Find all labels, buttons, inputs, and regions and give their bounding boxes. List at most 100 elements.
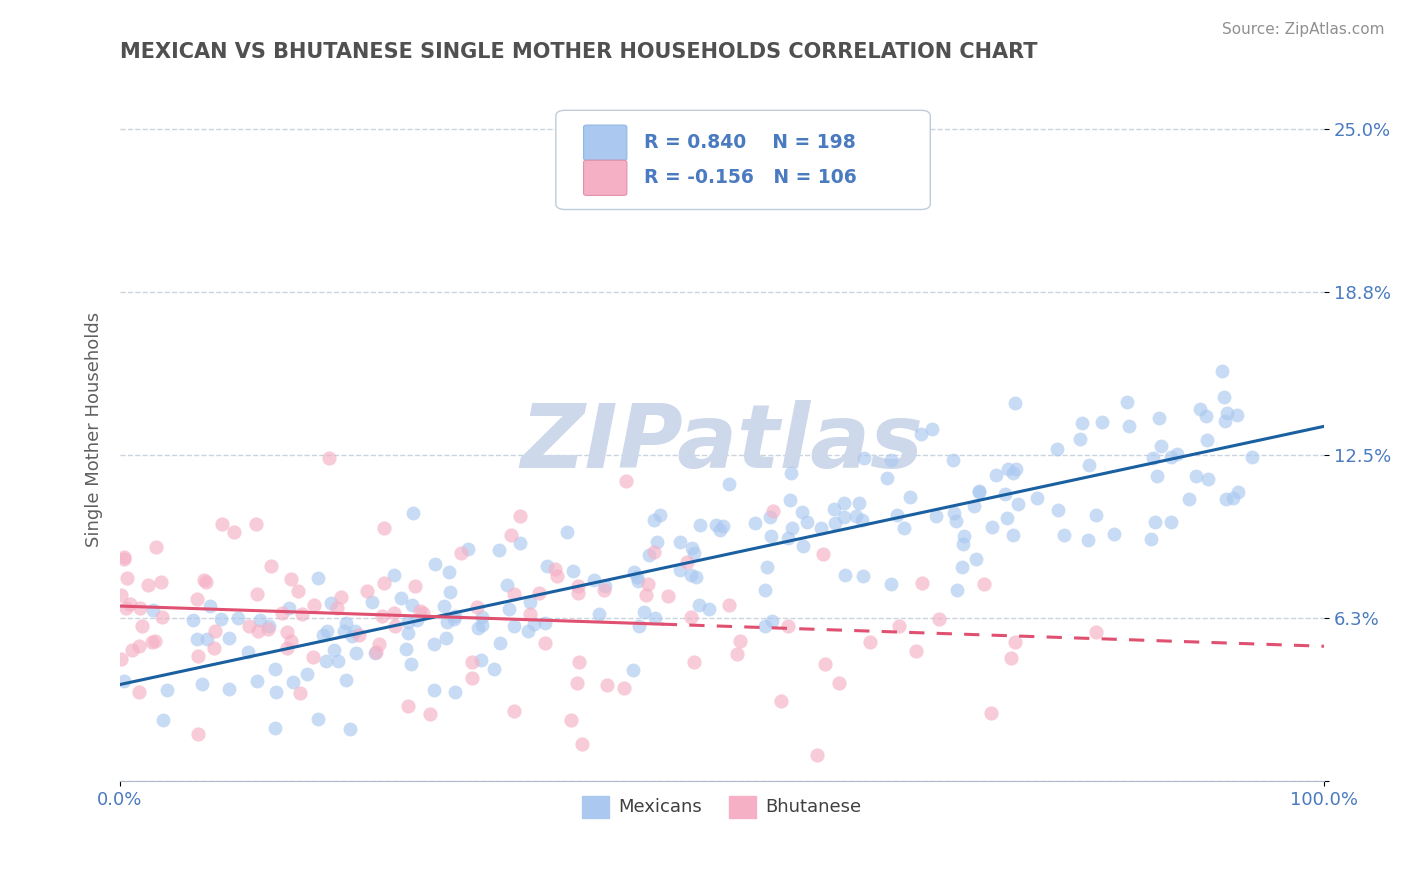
Point [1000,651,1022,665]
Point [527,586,550,600]
Point [1147,410,1170,425]
Point [621,663,644,677]
Point [333,624,356,639]
Point [1004,396,1026,410]
Point [792,539,814,553]
Point [304,598,326,612]
Point [412,606,434,620]
Point [681,610,703,624]
Point [249,613,271,627]
Point [434,631,457,645]
Point [228,611,250,625]
Point [852,450,875,465]
Point [758,510,780,524]
Point [1226,408,1249,422]
Point [121,643,143,657]
Point [246,673,269,688]
Point [942,453,965,467]
Point [264,721,287,735]
Point [439,565,461,579]
Point [218,631,240,645]
Point [994,487,1017,501]
Point [149,575,172,590]
Point [502,619,524,633]
Point [1197,434,1219,448]
Text: Source: ZipAtlas.com: Source: ZipAtlas.com [1222,22,1385,37]
Point [516,624,538,639]
Point [1002,466,1025,480]
Point [396,625,419,640]
Point [138,578,160,592]
Point [186,632,208,646]
Point [536,559,558,574]
Point [851,513,873,527]
Point [128,600,150,615]
Point [681,541,703,555]
Point [460,656,482,670]
Point [792,505,814,519]
Point [681,567,703,582]
Point [450,546,472,560]
Point [200,599,222,614]
Point [312,628,335,642]
Point [668,535,690,549]
Point [1213,414,1236,428]
Point [689,517,711,532]
Point [1142,451,1164,466]
Point [942,506,965,520]
Point [848,495,870,509]
Point [688,598,710,612]
Point [465,599,488,614]
Point [467,621,489,635]
Point [1102,526,1125,541]
Point [141,634,163,648]
Point [709,523,731,537]
Point [187,727,209,741]
Point [806,747,828,762]
Point [811,547,834,561]
Point [981,520,1004,534]
Point [973,577,995,591]
Point [523,617,546,632]
Point [461,671,484,685]
Point [211,516,233,531]
Point [928,612,950,626]
Point [245,517,267,532]
Text: R = 0.840    N = 198: R = 0.840 N = 198 [644,133,855,153]
FancyBboxPatch shape [555,111,931,210]
Point [283,675,305,690]
Y-axis label: Single Mother Households: Single Mother Households [86,311,103,547]
Point [204,624,226,639]
Point [1215,491,1237,506]
Point [1140,532,1163,546]
Point [1185,469,1208,483]
Point [1047,503,1070,517]
Point [110,588,132,602]
Point [1069,432,1091,446]
Point [814,657,837,671]
Point [776,619,799,633]
Point [436,615,458,629]
Point [952,536,974,550]
Point [643,513,665,527]
Point [152,713,174,727]
Point [1195,409,1218,423]
Point [1007,497,1029,511]
Point [496,578,519,592]
Point [423,558,446,572]
Point [1216,406,1239,420]
Point [457,541,479,556]
Point [904,644,927,658]
FancyBboxPatch shape [583,161,627,195]
Point [562,565,585,579]
Point [1004,635,1026,649]
Point [509,536,531,550]
Point [1227,485,1250,500]
Point [859,635,882,649]
Point [754,583,776,598]
Point [443,612,465,626]
Point [488,543,510,558]
Point [344,646,367,660]
Point [366,644,388,658]
Point [308,712,330,726]
